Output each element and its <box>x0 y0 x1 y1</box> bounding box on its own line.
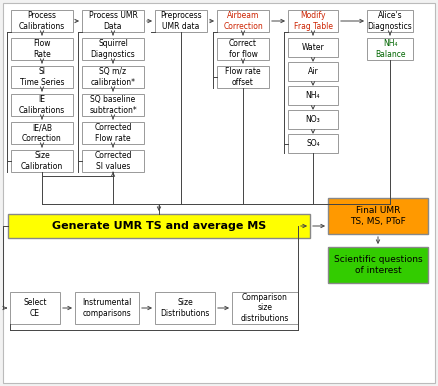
FancyBboxPatch shape <box>288 110 338 129</box>
FancyBboxPatch shape <box>217 10 269 32</box>
FancyBboxPatch shape <box>11 66 73 88</box>
Text: Alice's
Diagnostics: Alice's Diagnostics <box>367 11 412 31</box>
Text: Process UMR
Data: Process UMR Data <box>88 11 138 31</box>
Text: SQ m/z
calibration*: SQ m/z calibration* <box>91 67 135 87</box>
FancyBboxPatch shape <box>82 38 144 60</box>
Text: Flow rate
offset: Flow rate offset <box>225 67 261 87</box>
FancyBboxPatch shape <box>11 38 73 60</box>
Text: NH₄
Balance: NH₄ Balance <box>375 39 405 59</box>
Text: Final UMR
TS, MS, PToF: Final UMR TS, MS, PToF <box>350 206 406 226</box>
FancyBboxPatch shape <box>82 66 144 88</box>
FancyBboxPatch shape <box>367 10 413 32</box>
Text: Water: Water <box>302 43 325 52</box>
FancyBboxPatch shape <box>11 10 73 32</box>
Text: Squirrel
Diagnostics: Squirrel Diagnostics <box>91 39 135 59</box>
FancyBboxPatch shape <box>8 214 310 238</box>
Text: Corrected
SI values: Corrected SI values <box>94 151 132 171</box>
Text: IE
Calibrations: IE Calibrations <box>19 95 65 115</box>
Text: Modify
Frag Table: Modify Frag Table <box>293 11 332 31</box>
Text: Air: Air <box>307 67 318 76</box>
Text: Instrumental
comparisons: Instrumental comparisons <box>82 298 132 318</box>
FancyBboxPatch shape <box>11 150 73 172</box>
Text: Comparison
size
distributions: Comparison size distributions <box>241 293 289 323</box>
FancyBboxPatch shape <box>288 10 338 32</box>
Text: Select
CE: Select CE <box>23 298 47 318</box>
Text: IE/AB
Correction: IE/AB Correction <box>22 123 62 143</box>
Text: Correct
for flow: Correct for flow <box>229 39 258 59</box>
Text: Airbeam
Correction: Airbeam Correction <box>223 11 263 31</box>
FancyBboxPatch shape <box>232 292 298 324</box>
Text: SO₄: SO₄ <box>306 139 320 148</box>
FancyBboxPatch shape <box>11 94 73 116</box>
FancyBboxPatch shape <box>155 10 207 32</box>
FancyBboxPatch shape <box>10 292 60 324</box>
FancyBboxPatch shape <box>155 292 215 324</box>
Text: Flow
Rate: Flow Rate <box>33 39 51 59</box>
Text: NH₄: NH₄ <box>306 91 320 100</box>
FancyBboxPatch shape <box>328 198 428 234</box>
FancyBboxPatch shape <box>82 10 144 32</box>
FancyBboxPatch shape <box>288 38 338 57</box>
FancyBboxPatch shape <box>82 150 144 172</box>
FancyBboxPatch shape <box>11 122 73 144</box>
FancyBboxPatch shape <box>217 66 269 88</box>
Text: NO₃: NO₃ <box>306 115 320 124</box>
Text: Preprocess
UMR data: Preprocess UMR data <box>160 11 202 31</box>
FancyBboxPatch shape <box>82 122 144 144</box>
Text: SI
Time Series: SI Time Series <box>20 67 64 87</box>
FancyBboxPatch shape <box>367 38 413 60</box>
Text: Size
Distributions: Size Distributions <box>160 298 210 318</box>
Text: Scientific questions
of interest: Scientific questions of interest <box>334 255 422 275</box>
FancyBboxPatch shape <box>82 94 144 116</box>
Text: Process
Calibrations: Process Calibrations <box>19 11 65 31</box>
Text: Size
Calibration: Size Calibration <box>21 151 63 171</box>
FancyBboxPatch shape <box>288 134 338 153</box>
FancyBboxPatch shape <box>288 86 338 105</box>
Text: SQ baseline
subtraction*: SQ baseline subtraction* <box>89 95 137 115</box>
Text: Generate UMR TS and average MS: Generate UMR TS and average MS <box>52 221 266 231</box>
FancyBboxPatch shape <box>217 38 269 60</box>
FancyBboxPatch shape <box>328 247 428 283</box>
Text: Corrected
Flow rate: Corrected Flow rate <box>94 123 132 143</box>
FancyBboxPatch shape <box>75 292 139 324</box>
FancyBboxPatch shape <box>288 62 338 81</box>
